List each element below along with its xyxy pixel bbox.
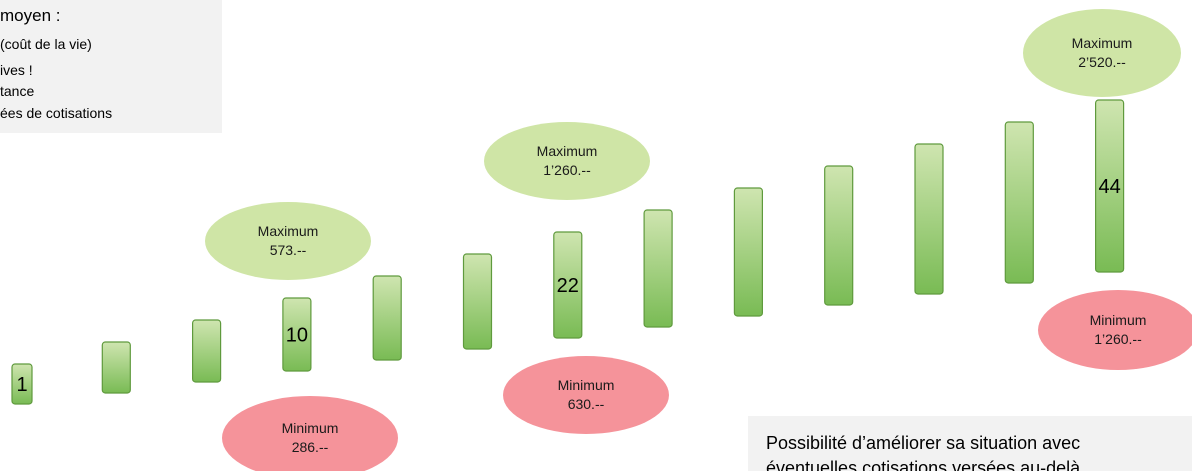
bar-11 — [914, 143, 944, 295]
bar-4 — [282, 297, 312, 372]
minimum-bubble-22: Minimum 630.-- — [503, 356, 669, 434]
bar-5 — [372, 275, 402, 361]
info-line-5: ées de cotisations — [0, 105, 113, 121]
minimum-value: 630.-- — [567, 396, 605, 412]
bar-label-10: 10 — [286, 325, 308, 347]
bar-1 — [11, 363, 33, 405]
bar-6 — [462, 253, 493, 350]
bar-12 — [1004, 121, 1034, 284]
info-line-1: moyen : — [0, 6, 61, 25]
bar-9 — [733, 187, 764, 317]
maximum-label: Maximum — [536, 143, 598, 159]
maximum-value: 1’260.-- — [543, 162, 591, 178]
bar-8 — [643, 209, 673, 328]
bottom-note-line-1: Possibilité d’améliorer sa situation ave… — [766, 433, 1081, 453]
minimum-label: Minimum — [1089, 312, 1147, 328]
maximum-value: 2’520.-- — [1078, 54, 1126, 70]
maximum-label: Maximum — [257, 223, 319, 239]
info-line-3: ives ! — [0, 62, 33, 78]
bar-label-1: 1 — [16, 374, 27, 396]
bottom-note: Possibilité d’améliorer sa situation ave… — [748, 416, 1192, 471]
bar-2 — [101, 341, 131, 394]
maximum-bubble-22: Maximum 1’260.-- — [484, 122, 650, 200]
info-box: moyen : (coût de la vie) ives ! tance ée… — [0, 0, 222, 133]
bar-13 — [1094, 99, 1125, 273]
bar-label-44: 44 — [1098, 176, 1120, 198]
info-line-4: tance — [0, 83, 35, 99]
minimum-label: Minimum — [557, 377, 615, 393]
maximum-bubble-10: Maximum 573.-- — [205, 202, 371, 280]
maximum-label: Maximum — [1071, 35, 1133, 51]
minimum-label: Minimum — [281, 420, 339, 436]
maximum-value: 573.-- — [269, 242, 307, 258]
bar-7 — [553, 231, 583, 339]
bar-10 — [824, 165, 854, 306]
info-line-2: (coût de la vie) — [0, 36, 92, 52]
minimum-value: 1’260.-- — [1094, 331, 1142, 347]
bottom-note-line-2: éventuelles cotisations versées au-delà — [766, 458, 1081, 471]
minimum-value: 286.-- — [291, 439, 329, 455]
bar-3 — [192, 319, 222, 383]
maximum-bubble-44: Maximum 2’520.-- — [1023, 9, 1181, 97]
bar-label-22: 22 — [557, 275, 579, 297]
minimum-bubble-10: Minimum 286.-- — [222, 396, 398, 471]
minimum-bubble-44: Minimum 1’260.-- — [1038, 290, 1192, 370]
